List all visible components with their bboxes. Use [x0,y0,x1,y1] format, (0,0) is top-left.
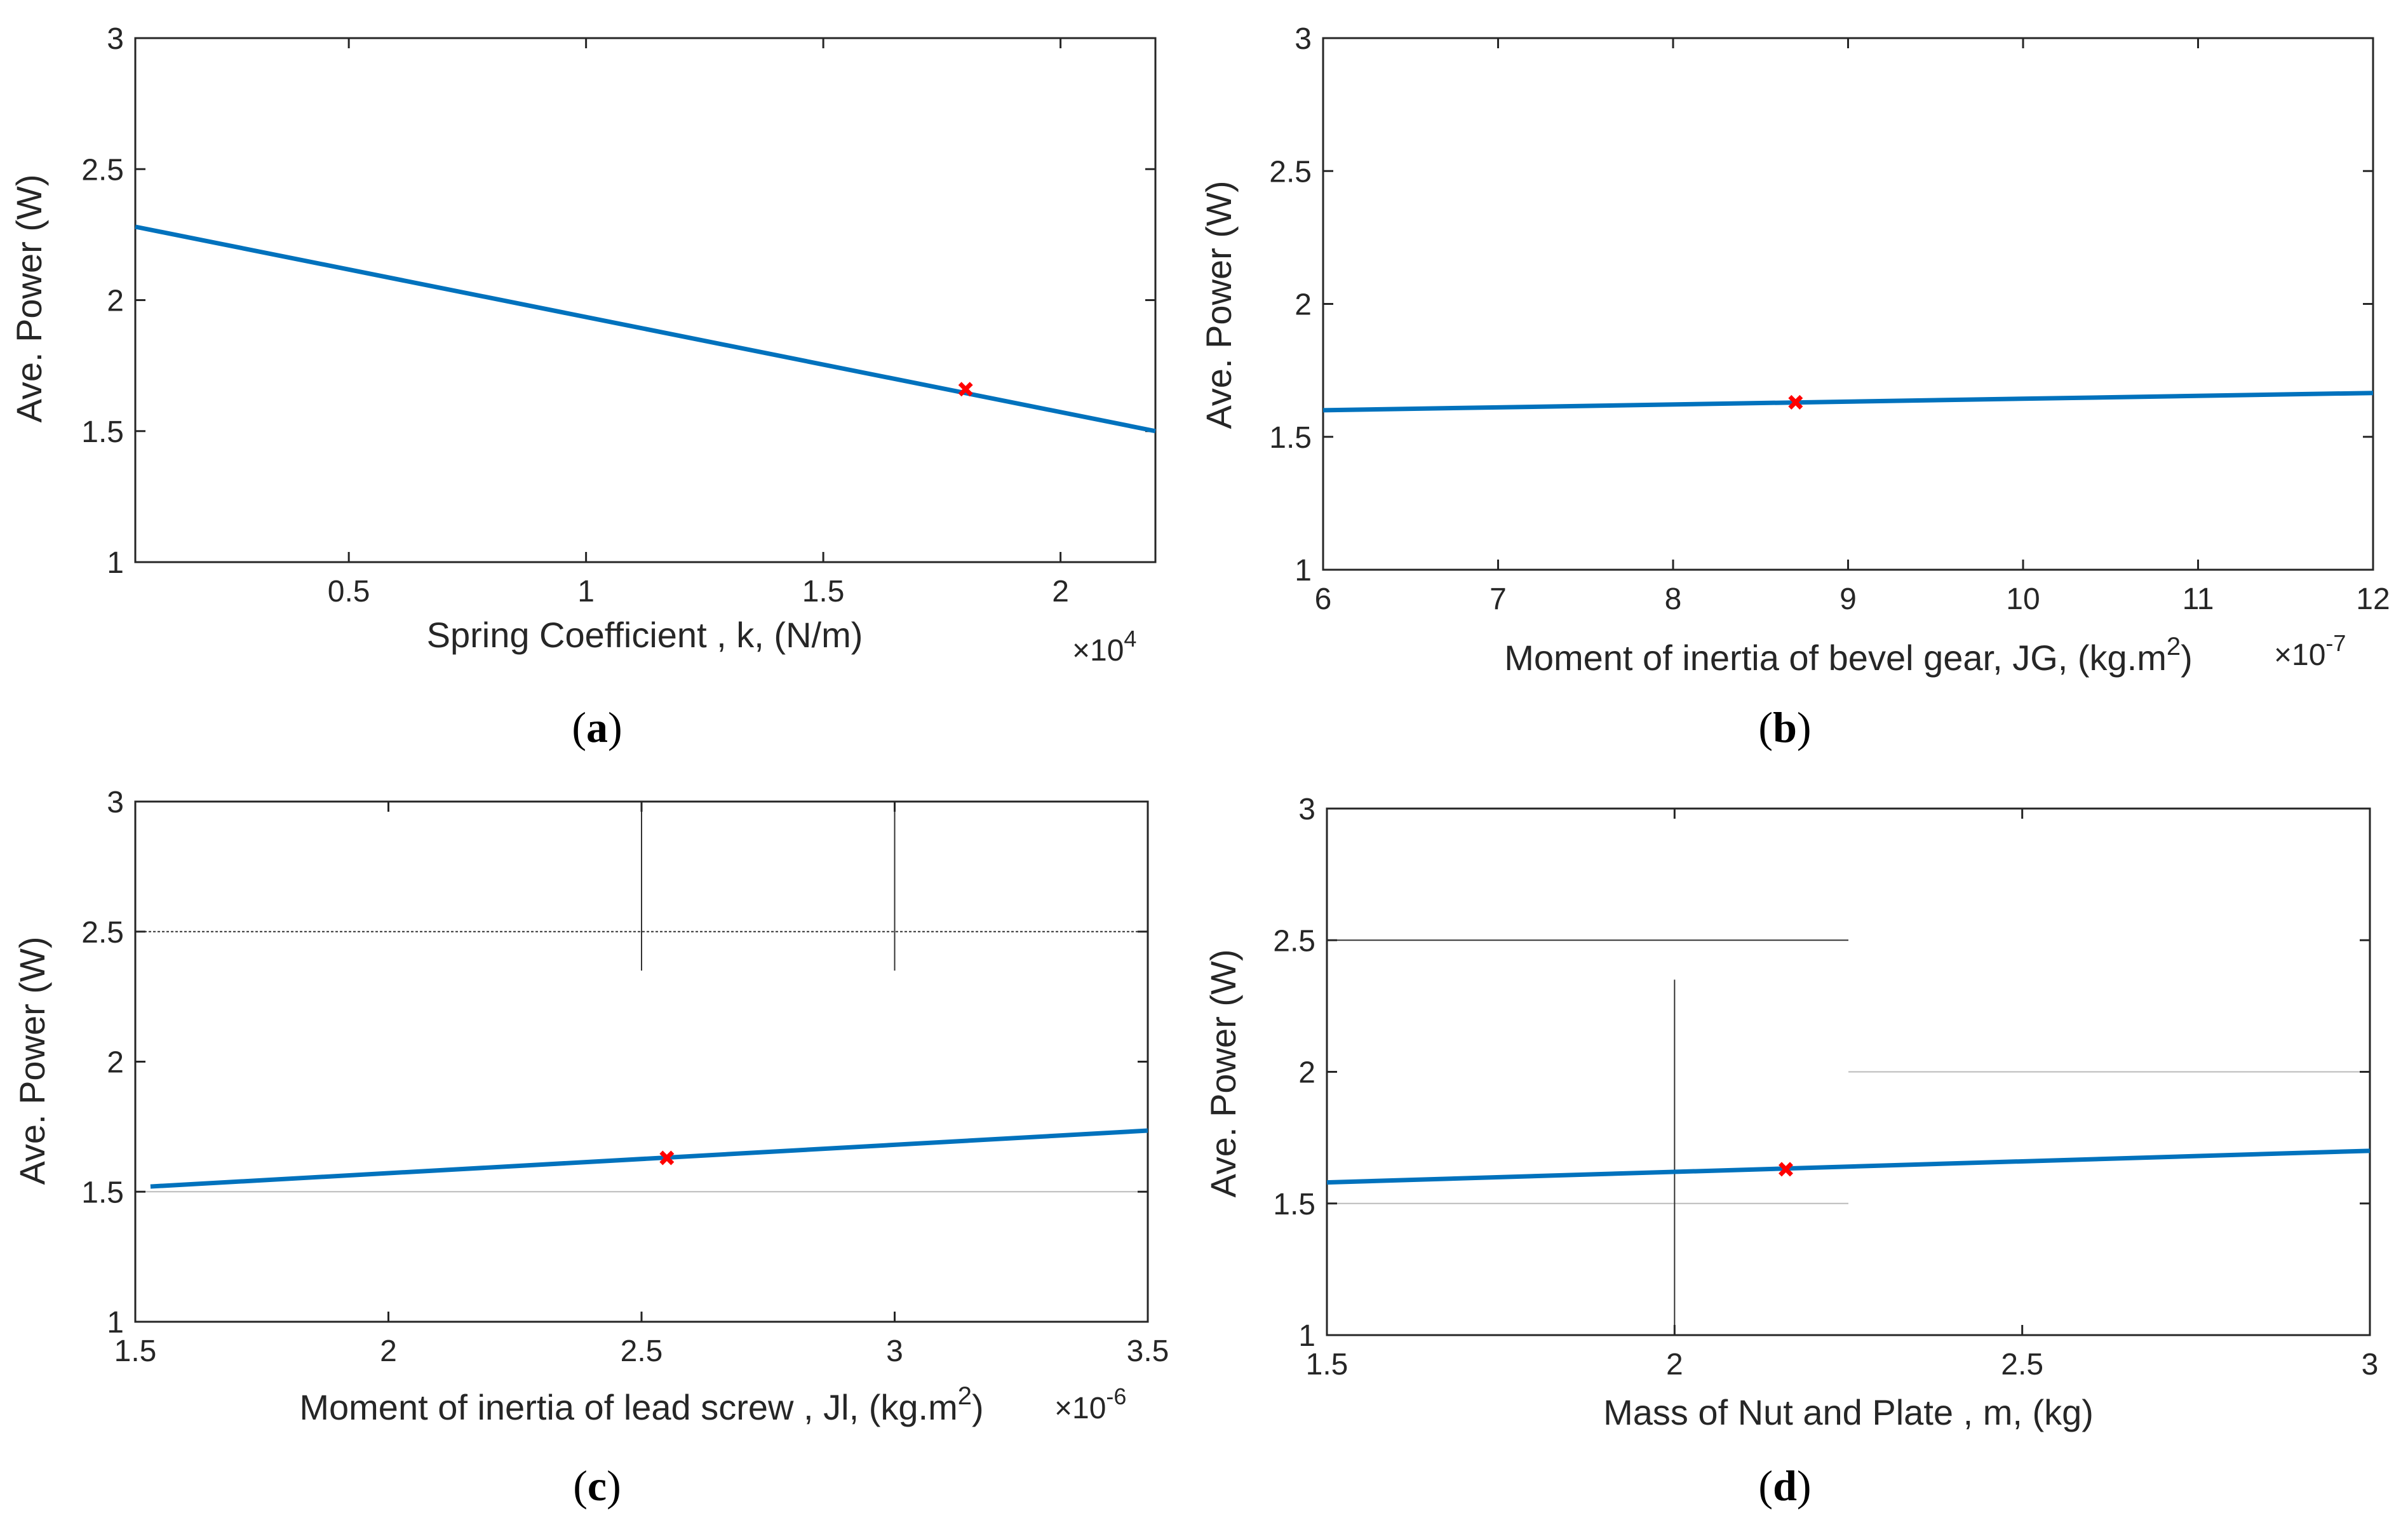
y-tick-label: 1.5 [81,1176,124,1209]
x-axis-label: Spring Coefficient , k, (N/m) [427,615,863,655]
y-tick-label: 1 [1298,1319,1315,1353]
y-tick-label: 1.5 [81,415,124,449]
x-tick-label: 1.5 [114,1334,157,1368]
y-tick-label: 1 [107,546,124,580]
chart-panel-b: 1 1.5 2 2.5 3 6 7 8 9 10 11 12 Moment of inertia of … [1199,22,2390,751]
y-tick-label: 3 [107,786,124,819]
panel-label: (a) [572,703,622,751]
x-axis-multiplier: ×104 [1072,626,1136,668]
y-tick-label: 2 [1298,1056,1315,1090]
series-line [150,1128,1148,1189]
chart-panel-a: 1 1.5 2 2.5 3 0.5 1 1.5 2 Spring Coefficient , k,… [9,22,1157,751]
x-tick-label: 10 [2006,582,2040,616]
panel-label: (b) [1758,703,1811,751]
x-axis-label: Moment of inertia of lead screw , Jl, (k… [299,1382,983,1427]
y-tick-label: 2 [107,1046,124,1080]
axes-frame [134,37,1157,563]
y-tick-label: 2 [1295,288,1312,322]
x-tick-label: 6 [1315,582,1332,616]
y-tick-label: 3 [1295,22,1312,56]
x-tick-label: 2 [1052,575,1069,608]
x-axis-multiplier: ×10-6 [1054,1383,1126,1425]
data-point-marker [1788,394,1803,410]
series-line [1322,391,2374,413]
series-line [1326,1148,2371,1185]
y-axis-label: Ave. Power (W) [1199,180,1239,429]
x-tick-label: 12 [2356,582,2390,616]
y-tick-label: 3 [107,22,124,56]
y-tick-label: 2.5 [1269,155,1312,189]
x-tick-label: 1.5 [1306,1348,1349,1381]
y-tick-label: 1 [107,1306,124,1340]
data-point-marker [659,1150,675,1166]
x-tick-label: 7 [1490,582,1507,616]
x-axis-label: Mass of Nut and Plate , m, (kg) [1603,1392,2094,1432]
x-tick-label: 11 [2183,582,2214,616]
series-line [135,224,1156,434]
x-tick-label: 2.5 [2001,1348,2043,1381]
x-tick-label: 3.5 [1127,1334,1169,1368]
x-tick-label: 3 [2362,1348,2379,1381]
axes-frame [1322,37,2374,571]
y-tick-label: 1.5 [1269,421,1312,455]
y-tick-label: 1 [1295,554,1312,588]
y-axis-label: Ave. Power (W) [1203,949,1243,1197]
x-tick-label: 3 [886,1334,903,1368]
y-axis-label: Ave. Power (W) [9,174,49,422]
y-tick-label: 3 [1298,793,1315,826]
x-tick-label: 9 [1840,582,1857,616]
x-tick-label: 2 [380,1334,397,1368]
y-tick-label: 2.5 [81,916,124,950]
y-tick-label: 2 [107,285,124,318]
y-tick-label: 2.5 [1273,924,1315,958]
x-tick-label: 2.5 [621,1334,663,1368]
data-point-marker [958,382,973,397]
panel-label: (d) [1758,1461,1811,1510]
y-axis-label: Ave. Power (W) [12,936,52,1185]
panel-label: (c) [573,1461,621,1510]
x-tick-label: 1.5 [802,575,845,608]
x-tick-label: 2 [1666,1348,1683,1381]
x-axis-label: Moment of inertia of bevel gear, JG, (kg… [1504,633,2193,678]
x-tick-label: 8 [1665,582,1682,616]
x-axis-multiplier: ×10-7 [2274,630,2346,672]
y-tick-label: 1.5 [1273,1188,1315,1221]
x-tick-label: 1 [577,575,595,608]
data-point-marker [1779,1162,1793,1177]
x-tick-label: 0.5 [328,575,370,608]
y-tick-label: 2.5 [81,153,124,187]
